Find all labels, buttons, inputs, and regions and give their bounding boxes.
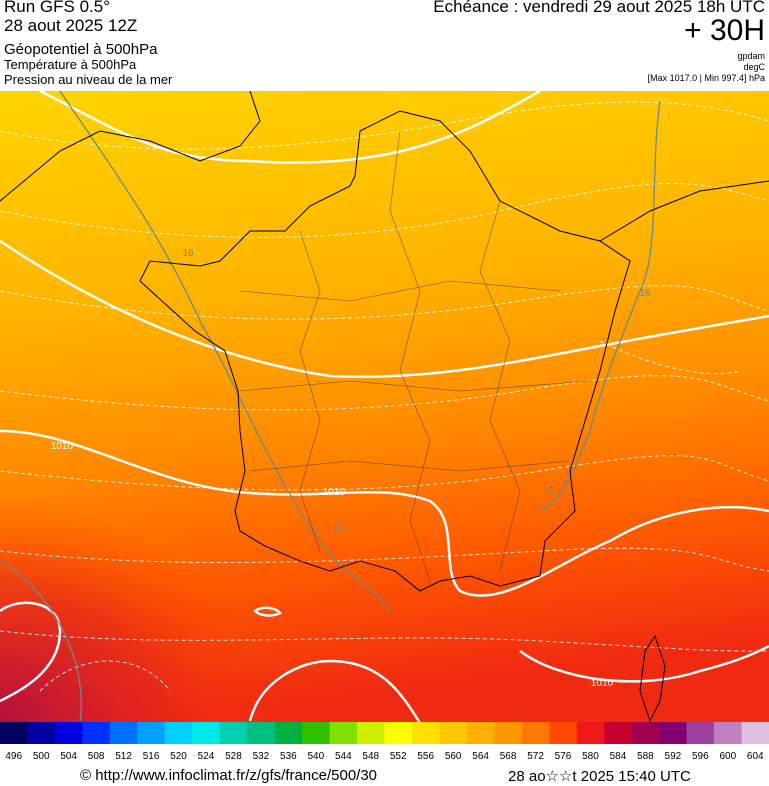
color-swatch bbox=[631, 722, 660, 744]
color-swatch bbox=[109, 722, 138, 744]
unit-label: degC bbox=[743, 62, 765, 72]
color-swatch bbox=[274, 722, 303, 744]
colorbar-label: 540 bbox=[307, 751, 324, 762]
contour-label: 16 bbox=[639, 288, 651, 299]
colorbar-label: 568 bbox=[500, 751, 517, 762]
color-swatch bbox=[549, 722, 578, 744]
colorbar-label: 516 bbox=[143, 751, 160, 762]
colorbar-label: 512 bbox=[115, 751, 132, 762]
color-swatch bbox=[329, 722, 358, 744]
colorbar-label: 500 bbox=[33, 751, 50, 762]
colorbar-label: 596 bbox=[692, 751, 709, 762]
color-swatch bbox=[219, 722, 248, 744]
source-link[interactable]: © http://www.infoclimat.fr/z/gfs/france/… bbox=[80, 767, 378, 784]
colorbar-label: 532 bbox=[253, 751, 270, 762]
color-swatch bbox=[714, 722, 743, 744]
color-swatch bbox=[604, 722, 633, 744]
colorbar-label: 508 bbox=[88, 751, 105, 762]
run-label: Run GFS 0.5° bbox=[4, 0, 111, 16]
unit-label: [Max 1017.0 | Min 997.4] hPa bbox=[647, 73, 765, 83]
colorbar-label: 592 bbox=[665, 751, 682, 762]
colorbar-label: 504 bbox=[60, 751, 77, 762]
generated-time: 28 ao☆☆t 2025 15:40 UTC bbox=[508, 768, 691, 785]
colorbar-label: 584 bbox=[610, 751, 627, 762]
colorbar-label: 524 bbox=[198, 751, 215, 762]
colorbar-label: 588 bbox=[637, 751, 654, 762]
color-swatch bbox=[357, 722, 385, 744]
contour-label: 1010 bbox=[51, 441, 74, 452]
colorbar-label: 520 bbox=[170, 751, 187, 762]
colorbar-label: 600 bbox=[719, 751, 736, 762]
color-swatch bbox=[137, 722, 166, 744]
colorbar-label: 604 bbox=[747, 751, 764, 762]
colorbar-label: 552 bbox=[390, 751, 407, 762]
colorbar-label: 576 bbox=[555, 751, 572, 762]
color-swatch bbox=[54, 722, 83, 744]
france-outline bbox=[0, 91, 769, 723]
region-borders bbox=[239, 130, 591, 582]
contour-label: 1010 bbox=[323, 487, 346, 498]
run-date: 28 aout 2025 12Z bbox=[4, 16, 138, 35]
color-swatch bbox=[247, 722, 276, 744]
color-swatch bbox=[466, 722, 495, 744]
color-swatch bbox=[0, 722, 28, 744]
colorbar-label: 536 bbox=[280, 751, 297, 762]
contour-label: 16 bbox=[542, 486, 554, 497]
contour-label: 16 bbox=[332, 523, 344, 534]
color-swatch bbox=[686, 722, 715, 744]
color-swatch bbox=[494, 722, 523, 744]
colorbar: 496 500 504 508 512 516 520 524 528 532 536 540 544 5… bbox=[0, 722, 769, 762]
color-swatch bbox=[411, 722, 440, 744]
color-swatch bbox=[302, 722, 331, 744]
color-swatch bbox=[521, 722, 550, 744]
colorbar-label: 572 bbox=[527, 751, 544, 762]
contour-label: 16 bbox=[182, 248, 194, 259]
color-swatch bbox=[741, 722, 769, 744]
color-swatch bbox=[27, 722, 56, 744]
contour-label: 1010 bbox=[591, 678, 614, 689]
colorbar-label: 564 bbox=[472, 751, 489, 762]
field-title: Géopotentiel à 500hPa bbox=[4, 41, 158, 58]
pressure-isobars bbox=[0, 91, 769, 723]
unit-label: gpdam bbox=[737, 51, 765, 61]
colorbar-label: 496 bbox=[5, 751, 22, 762]
color-swatch bbox=[576, 722, 605, 744]
color-swatch bbox=[439, 722, 468, 744]
color-swatch bbox=[659, 722, 688, 744]
color-swatch bbox=[82, 722, 111, 744]
field-title: Pression au niveau de la mer bbox=[4, 72, 173, 87]
colorbar-label: 580 bbox=[582, 751, 599, 762]
colorbar-label: 548 bbox=[362, 751, 379, 762]
isotherm-16 bbox=[0, 91, 661, 723]
color-swatch bbox=[384, 722, 413, 744]
colorbar-label: 544 bbox=[335, 751, 352, 762]
valid-time: Echéance : vendredi 29 aout 2025 18h UTC bbox=[433, 0, 765, 16]
color-swatch bbox=[192, 722, 221, 744]
colorbar-label: 556 bbox=[417, 751, 434, 762]
temperature-isolines bbox=[0, 101, 769, 692]
color-swatch bbox=[164, 722, 193, 744]
map: 1010 1010 1010 16 16 16 16 bbox=[0, 91, 769, 723]
field-title: Température à 500hPa bbox=[4, 57, 137, 72]
lead-time: + 30H bbox=[684, 14, 765, 47]
colorbar-label: 528 bbox=[225, 751, 242, 762]
colorbar-label: 560 bbox=[445, 751, 462, 762]
